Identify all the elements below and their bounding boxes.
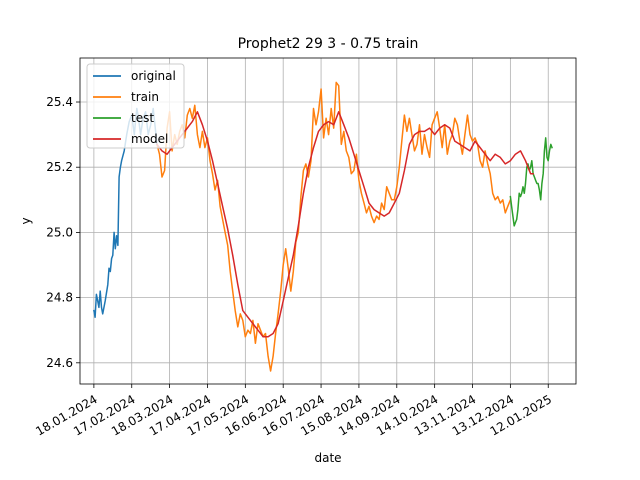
chart-title: Prophet2 29 3 - 0.75 train: [238, 36, 419, 52]
grid-lines: [80, 58, 576, 384]
legend-label-train: train: [131, 90, 159, 104]
legend: original train test model: [86, 63, 185, 149]
legend-box: [86, 63, 185, 149]
y-tick-label: 25.0: [46, 225, 73, 239]
y-tick-label: 24.8: [46, 291, 73, 305]
axes-frame: [79, 57, 577, 385]
series-line-test: [509, 137, 553, 227]
y-tick-label: 25.4: [46, 95, 73, 109]
legend-label-original: original: [131, 69, 176, 83]
y-axis-label: y: [19, 217, 33, 224]
legend-label-test: test: [131, 111, 154, 125]
series-line-train: [156, 81, 512, 372]
y-tick-label: 24.6: [46, 356, 73, 370]
legend-label-model: model: [131, 132, 168, 146]
y-tick-label: 25.2: [46, 160, 73, 174]
series-line-model: [155, 111, 534, 338]
x-axis-label: date: [314, 451, 341, 465]
